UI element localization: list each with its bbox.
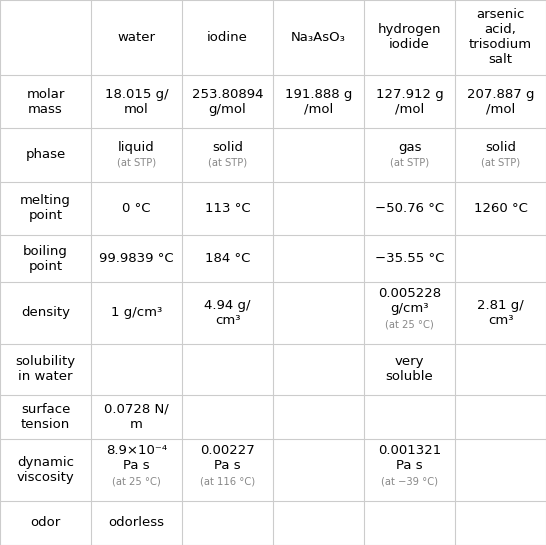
Text: iodine: iodine	[207, 31, 248, 44]
Text: liquid: liquid	[118, 141, 155, 154]
Text: −35.55 °C: −35.55 °C	[375, 252, 444, 265]
Text: (at −39 °C): (at −39 °C)	[381, 477, 438, 487]
Text: solid: solid	[485, 141, 516, 154]
Text: 184 °C: 184 °C	[205, 252, 250, 265]
Text: boiling
point: boiling point	[23, 245, 68, 272]
Text: dynamic
viscosity: dynamic viscosity	[16, 456, 74, 484]
Text: odor: odor	[31, 516, 61, 529]
Text: arsenic
acid,
trisodium
salt: arsenic acid, trisodium salt	[469, 8, 532, 66]
Text: 127.912 g
/mol: 127.912 g /mol	[376, 88, 443, 116]
Text: melting
point: melting point	[20, 195, 71, 222]
Text: phase: phase	[25, 148, 66, 161]
Text: −50.76 °C: −50.76 °C	[375, 202, 444, 215]
Text: (at STP): (at STP)	[208, 157, 247, 167]
Text: (at STP): (at STP)	[390, 157, 429, 167]
Text: 0.0728 N/
m: 0.0728 N/ m	[104, 403, 169, 431]
Text: 1 g/cm³: 1 g/cm³	[111, 306, 162, 319]
Text: density: density	[21, 306, 70, 319]
Text: 0 °C: 0 °C	[122, 202, 151, 215]
Text: (at STP): (at STP)	[117, 157, 156, 167]
Text: 0.005228
g/cm³: 0.005228 g/cm³	[378, 287, 441, 315]
Text: (at 25 °C): (at 25 °C)	[112, 477, 161, 487]
Text: water: water	[117, 31, 156, 44]
Text: (at 116 °C): (at 116 °C)	[200, 477, 255, 487]
Text: gas: gas	[397, 141, 422, 154]
Text: 2.81 g/
cm³: 2.81 g/ cm³	[477, 299, 524, 327]
Text: solid: solid	[212, 141, 243, 154]
Text: hydrogen
iodide: hydrogen iodide	[378, 23, 441, 51]
Text: 8.9×10⁻⁴
Pa s: 8.9×10⁻⁴ Pa s	[106, 444, 167, 472]
Text: odorless: odorless	[109, 516, 164, 529]
Text: 1260 °C: 1260 °C	[473, 202, 527, 215]
Text: molar
mass: molar mass	[26, 88, 64, 116]
Text: 0.001321
Pa s: 0.001321 Pa s	[378, 444, 441, 472]
Text: 4.94 g/
cm³: 4.94 g/ cm³	[204, 299, 251, 327]
Text: 253.80894
g/mol: 253.80894 g/mol	[192, 88, 263, 116]
Text: Na₃AsO₃: Na₃AsO₃	[291, 31, 346, 44]
Text: (at STP): (at STP)	[481, 157, 520, 167]
Text: 113 °C: 113 °C	[205, 202, 250, 215]
Text: (at 25 °C): (at 25 °C)	[385, 320, 434, 330]
Text: 18.015 g/
mol: 18.015 g/ mol	[105, 88, 168, 116]
Text: very
soluble: very soluble	[385, 355, 434, 383]
Text: 99.9839 °C: 99.9839 °C	[99, 252, 174, 265]
Text: 0.00227
Pa s: 0.00227 Pa s	[200, 444, 255, 472]
Text: surface
tension: surface tension	[21, 403, 70, 431]
Text: solubility
in water: solubility in water	[15, 355, 75, 383]
Text: 191.888 g
/mol: 191.888 g /mol	[285, 88, 352, 116]
Text: 207.887 g
/mol: 207.887 g /mol	[467, 88, 534, 116]
